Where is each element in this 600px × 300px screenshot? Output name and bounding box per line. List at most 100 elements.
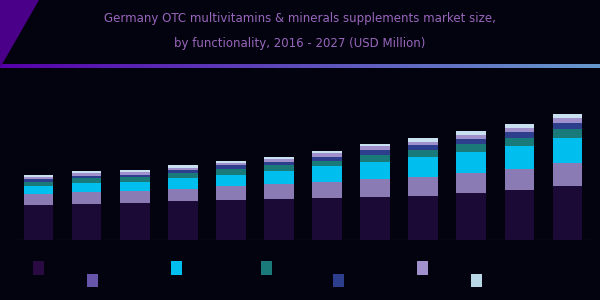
Bar [496, 64, 498, 68]
Bar [146, 64, 148, 68]
Bar [92, 64, 94, 68]
Bar [312, 64, 314, 68]
Bar [23, 179, 53, 182]
Bar [240, 64, 242, 68]
Bar [420, 64, 422, 68]
Bar [216, 200, 246, 240]
Bar [102, 64, 104, 68]
Bar [82, 64, 84, 68]
Bar [71, 192, 101, 204]
Bar [308, 64, 310, 68]
Bar [36, 64, 38, 68]
Bar [550, 64, 552, 68]
Bar [442, 64, 444, 68]
Bar [312, 151, 342, 154]
Bar [316, 64, 318, 68]
Bar [0, 64, 2, 68]
Bar [254, 64, 256, 68]
Bar [246, 64, 248, 68]
Bar [590, 64, 592, 68]
Bar [592, 64, 594, 68]
Bar [104, 64, 106, 68]
Bar [66, 64, 68, 68]
Bar [184, 64, 186, 68]
Bar [204, 64, 206, 68]
Bar [208, 64, 210, 68]
Bar [364, 64, 366, 68]
Bar [536, 64, 538, 68]
Bar [338, 64, 340, 68]
Bar [154, 64, 156, 68]
Bar [504, 64, 506, 68]
Bar [457, 152, 486, 173]
Bar [120, 182, 149, 191]
Bar [378, 64, 380, 68]
Bar [292, 64, 294, 68]
Bar [180, 64, 182, 68]
Bar [124, 64, 126, 68]
Bar [230, 64, 232, 68]
Bar [216, 160, 246, 163]
Bar [564, 64, 566, 68]
Bar [376, 64, 378, 68]
Bar [120, 170, 149, 172]
Bar [580, 64, 582, 68]
Bar [310, 64, 312, 68]
Bar [264, 184, 294, 199]
Bar [458, 64, 460, 68]
Bar [468, 64, 470, 68]
Bar [508, 64, 510, 68]
Bar [168, 165, 197, 167]
Bar [71, 204, 101, 240]
Bar [38, 64, 40, 68]
Bar [478, 64, 480, 68]
Bar [144, 64, 146, 68]
Bar [368, 64, 370, 68]
Bar [294, 64, 296, 68]
Bar [50, 64, 52, 68]
Bar [553, 129, 583, 138]
Bar [594, 64, 596, 68]
Bar [78, 64, 80, 68]
Bar [114, 64, 116, 68]
Bar [176, 64, 178, 68]
Bar [530, 64, 532, 68]
Bar [505, 133, 535, 138]
Bar [596, 64, 598, 68]
Bar [290, 64, 292, 68]
Bar [384, 64, 386, 68]
Bar [120, 191, 149, 203]
Bar [220, 64, 222, 68]
Bar [296, 64, 298, 68]
Bar [152, 64, 154, 68]
Bar [460, 64, 462, 68]
Bar [348, 64, 350, 68]
Bar [48, 64, 50, 68]
Bar [206, 64, 208, 68]
Bar [58, 64, 60, 68]
Bar [2, 64, 4, 68]
Bar [280, 64, 282, 68]
Bar [264, 64, 266, 68]
Bar [216, 186, 246, 200]
Bar [486, 64, 488, 68]
Bar [574, 64, 576, 68]
Bar [398, 64, 400, 68]
Bar [362, 64, 364, 68]
Bar [392, 64, 394, 68]
Bar [284, 64, 286, 68]
Bar [454, 64, 456, 68]
Bar [256, 64, 258, 68]
Bar [232, 64, 234, 68]
Bar [344, 64, 346, 68]
Bar [334, 64, 336, 68]
Bar [116, 64, 118, 68]
Bar [71, 176, 101, 178]
Bar [408, 64, 410, 68]
Bar [526, 64, 528, 68]
Bar [242, 64, 244, 68]
Bar [23, 186, 53, 194]
Bar [436, 64, 438, 68]
Bar [570, 64, 572, 68]
Bar [71, 178, 101, 183]
